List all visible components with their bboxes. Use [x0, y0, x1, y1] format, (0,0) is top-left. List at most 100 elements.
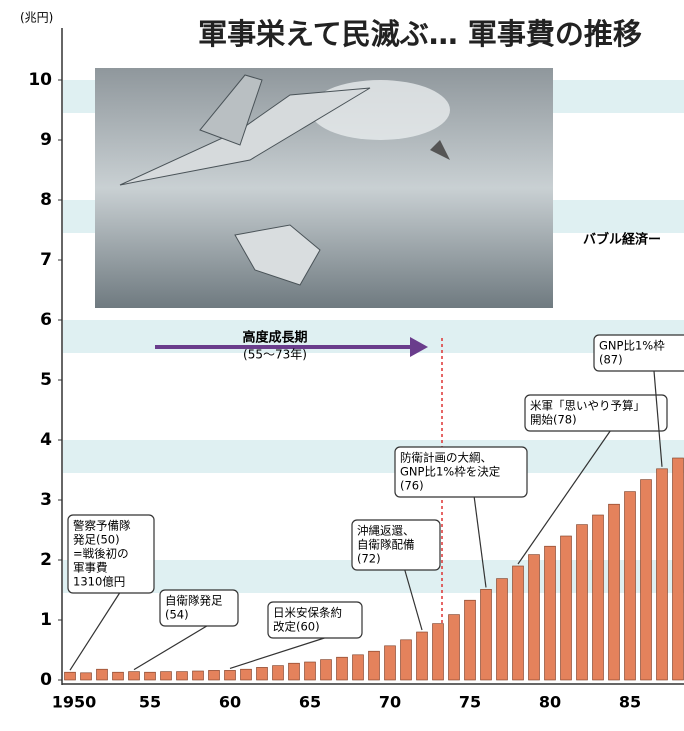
callout-line: [517, 430, 611, 565]
band: [63, 440, 684, 473]
annotation: 防衛計画の大綱、: [400, 451, 492, 465]
callout-line: [133, 625, 208, 671]
y-axis-label: (兆円): [20, 11, 53, 25]
annotation: 自衛隊発足: [165, 594, 223, 608]
bar: [304, 661, 316, 681]
x-tick-label: 60: [219, 693, 241, 712]
bar: [608, 503, 620, 681]
callout-line: [404, 569, 423, 631]
y-tick-label: 3: [40, 490, 52, 510]
bar: [400, 639, 412, 681]
annotation: (54): [165, 608, 189, 622]
annotation: (72): [357, 552, 381, 566]
bar: [368, 650, 380, 681]
bar: [672, 457, 684, 681]
bar: [112, 671, 124, 681]
bar: [528, 554, 540, 681]
bar: [352, 654, 364, 681]
y-tick-label: 7: [40, 250, 52, 270]
callout-box: [394, 446, 528, 498]
annotation: 日米安保条約: [273, 606, 342, 620]
x-tick-label: 85: [619, 693, 641, 712]
bar: [496, 578, 508, 681]
bar: [160, 671, 172, 681]
y-tick-label: 5: [40, 370, 52, 390]
bar: [320, 659, 332, 681]
bar: [272, 665, 284, 681]
annotation: =戦後初の: [73, 547, 129, 561]
annotation: 1310億円: [73, 575, 125, 589]
bar: [448, 614, 460, 681]
bar: [96, 668, 108, 681]
bar: [592, 514, 604, 681]
bar: [192, 670, 204, 681]
bar: [544, 545, 556, 681]
callout-box: [593, 334, 684, 372]
callout-box: [524, 394, 668, 432]
x-tick-label: 70: [379, 693, 401, 712]
bar: [624, 491, 636, 681]
bar: [384, 645, 396, 681]
annotation: 発足(50): [73, 533, 120, 547]
period-label: 高度成長期: [242, 330, 307, 346]
bar: [80, 672, 92, 681]
bar: [240, 668, 252, 681]
x-tick-label: 65: [299, 693, 321, 712]
y-tick-label: 2: [40, 550, 52, 570]
callout-line: [473, 496, 487, 588]
period-label: (55〜73年): [243, 348, 307, 362]
annotation: 開始(78): [530, 413, 577, 427]
bar: [480, 589, 492, 681]
bar: [656, 468, 668, 681]
chart-title: 軍事栄えて民滅ぶ… 軍事費の推移: [198, 17, 642, 51]
annotation: (76): [400, 479, 424, 493]
annotation: GNP比1%枠を決定: [400, 465, 501, 479]
y-tick-label: 10: [28, 70, 52, 90]
y-tick-label: 0: [40, 670, 52, 690]
annotation: 米軍「思いやり予算」: [530, 399, 645, 413]
annotation: 沖縄返還、: [357, 524, 415, 538]
annotation: 改定(60): [273, 620, 320, 634]
bar: [336, 656, 348, 681]
x-tick-label: 55: [139, 693, 161, 712]
annotation: GNP比1%枠: [599, 339, 665, 353]
callout-line: [69, 592, 121, 671]
callout-box: [159, 589, 239, 627]
bar: [64, 671, 76, 681]
callout-box: [267, 601, 363, 639]
photo: [95, 68, 553, 308]
callout-box: [67, 514, 155, 594]
y-tick-label: 4: [40, 430, 52, 450]
bar: [576, 524, 588, 681]
bar: [512, 565, 524, 681]
period-arrow-head: [410, 337, 428, 357]
bar: [416, 631, 428, 681]
bar: [560, 535, 572, 681]
y-tick-label: 9: [40, 130, 52, 150]
annotation: 軍事費: [73, 561, 108, 575]
bar: [144, 671, 156, 681]
callout-box: [351, 519, 441, 571]
bar: [256, 667, 268, 681]
bar: [464, 599, 476, 681]
x-tick-label: 80: [539, 693, 561, 712]
y-tick-label: 8: [40, 190, 52, 210]
bar: [640, 479, 652, 681]
bar: [432, 623, 444, 681]
annotation: (87): [599, 353, 623, 367]
callout-line: [229, 637, 325, 669]
y-tick-label: 1: [40, 610, 52, 630]
bar: [128, 671, 140, 681]
x-tick-label: 75: [459, 693, 481, 712]
annotation: 警察予備隊: [73, 519, 131, 533]
y-tick-label: 6: [40, 310, 52, 330]
bar: [176, 671, 188, 681]
bubble-label: バブル経済ー: [583, 232, 661, 248]
callout-line: [653, 370, 663, 467]
x-tick-label: 1950: [52, 693, 97, 712]
annotation: 自衛隊配備: [357, 538, 415, 552]
bar: [224, 670, 236, 681]
bar: [288, 662, 300, 681]
bar: [208, 670, 220, 681]
